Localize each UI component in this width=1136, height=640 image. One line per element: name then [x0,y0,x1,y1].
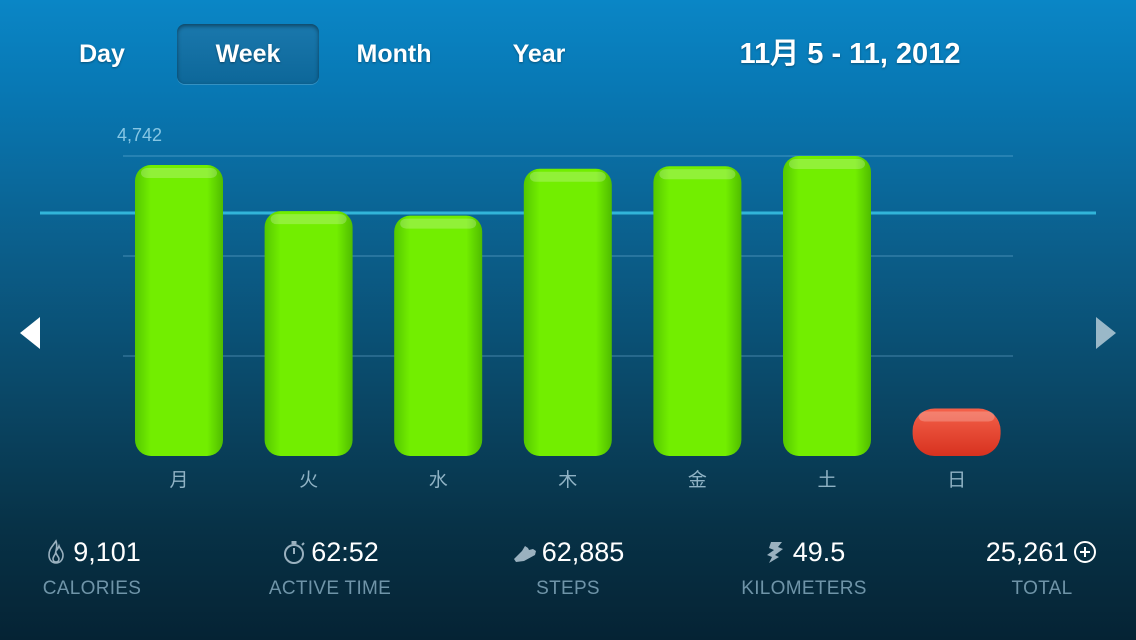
steps-value: 62,885 [541,536,625,567]
x-label-2: 火 [299,469,318,491]
stat-kilometers: 49.5 KILOMETERS [686,530,922,600]
period-tabs: Day Week Month Year [0,0,1136,110]
total-value: 25,261 [985,536,1069,567]
tab-week[interactable]: Week [177,24,319,84]
max-value-label: 4,742 [117,125,162,145]
bar-highlight-4 [529,171,606,182]
stats-bar: 9,101 CALORIES 62:52 ACTIVE TIME 62,885 … [0,530,1136,620]
bar-3[interactable] [394,215,483,456]
active-time-value: 62:52 [311,536,379,567]
x-label-7: 日 [947,469,966,491]
calories-value: 9,101 [73,536,141,567]
plus-circle-icon[interactable] [1072,539,1098,565]
stat-steps: 62,885 STEPS [450,530,686,600]
bar-highlight-2 [270,214,347,225]
stat-total: 25,261 TOTAL [924,530,1136,600]
kilometers-label: KILOMETERS [741,578,867,599]
x-label-1: 月 [169,469,188,491]
calories-label: CALORIES [42,578,142,599]
steps-label: STEPS [536,578,600,599]
weekly-bar-chart: 月 火 水 木 金 土 日 4,742 [40,125,1096,491]
x-label-5: 金 [688,469,707,491]
bar-highlight-1 [141,167,217,178]
bar-1[interactable] [135,164,223,456]
tab-month[interactable]: Month [356,40,432,68]
stat-active-time: 62:52 ACTIVE TIME [212,530,448,600]
date-range-title: 11月 5 - 11, 2012 [739,38,961,70]
total-label: TOTAL [1011,578,1073,599]
bar-5[interactable] [653,166,742,456]
next-arrow-icon[interactable] [1094,316,1118,355]
tab-day[interactable]: Day [79,40,125,68]
bar-6[interactable] [783,156,871,456]
x-axis-labels: 月火水木金土日 [169,469,966,491]
bar-2[interactable] [264,211,353,456]
stopwatch-icon [284,541,305,564]
x-label-3: 水 [429,469,448,491]
active-time-label: ACTIVE TIME [268,578,392,599]
bar-highlight-3 [400,218,477,229]
bars [135,156,1001,456]
kilometers-value: 49.5 [792,536,846,567]
shoe-icon [513,546,536,562]
bar-7[interactable] [912,408,1001,456]
stat-calories: 9,101 CALORIES [0,530,210,600]
bar-highlight-7 [918,411,995,422]
x-label-6: 土 [817,469,836,491]
flame-icon [48,539,65,564]
bar-highlight-5 [659,169,736,180]
tab-year[interactable]: Year [512,40,566,68]
previous-arrow-icon[interactable] [18,316,42,355]
bar-highlight-6 [789,159,865,169]
bar-4[interactable] [523,168,612,456]
x-label-4: 木 [558,469,577,491]
runner-icon [766,542,783,563]
